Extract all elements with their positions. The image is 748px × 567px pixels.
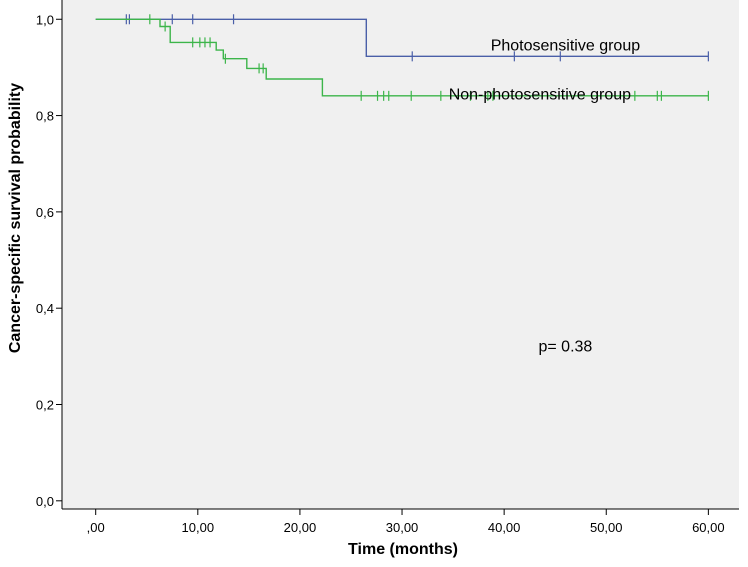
x-tick-label: 10,00 bbox=[182, 520, 215, 535]
x-tick-label: 40,00 bbox=[488, 520, 521, 535]
p-value-annotation: p= 0.38 bbox=[538, 339, 592, 356]
y-tick-label: 0,4 bbox=[36, 301, 54, 316]
y-tick-label: 0,2 bbox=[36, 398, 54, 413]
x-tick-label: 60,00 bbox=[692, 520, 725, 535]
series-label: Non-photosensitive group bbox=[449, 87, 631, 104]
series-label: Photosensitive group bbox=[491, 38, 641, 55]
y-axis-title: Cancer-specific survival probability bbox=[7, 83, 24, 353]
y-tick-label: 0,6 bbox=[36, 205, 54, 220]
x-tick-label: 20,00 bbox=[284, 520, 317, 535]
y-tick-label: 0,0 bbox=[36, 494, 54, 509]
x-axis-title: Time (months) bbox=[348, 541, 458, 558]
plot-background bbox=[62, 0, 739, 509]
x-tick-label: ,00 bbox=[87, 520, 105, 535]
x-tick-label: 30,00 bbox=[386, 520, 419, 535]
y-tick-label: 1,0 bbox=[36, 12, 54, 27]
x-tick-label: 50,00 bbox=[590, 520, 623, 535]
series-line-1 bbox=[95, 18, 709, 57]
y-tick-label: 0,8 bbox=[36, 109, 54, 124]
